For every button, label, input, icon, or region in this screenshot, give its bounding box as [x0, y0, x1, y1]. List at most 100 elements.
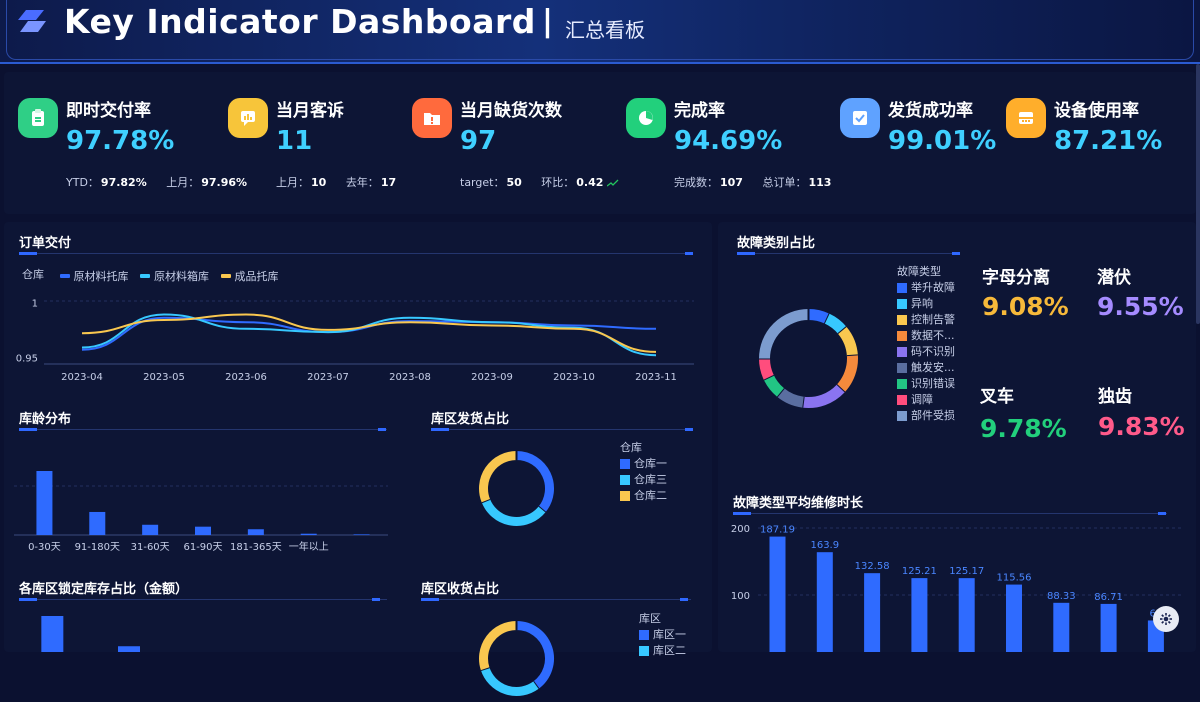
- kpi-sub: target： 50 环比： 0.42: [460, 174, 619, 190]
- donut-slice: [776, 387, 804, 408]
- legend-item[interactable]: 触发安...: [897, 360, 955, 376]
- legend-item[interactable]: 数据不...: [897, 328, 955, 344]
- bar: [769, 536, 786, 652]
- legend-item[interactable]: 识别错误: [897, 376, 955, 392]
- donut-slice: [479, 451, 517, 503]
- title-underline: [19, 598, 387, 601]
- legend-item[interactable]: 库区一: [639, 627, 686, 643]
- stat-value: 9.83%: [1098, 412, 1185, 441]
- kpi-name: 发货成功率: [888, 101, 973, 121]
- legend-item[interactable]: 调障: [897, 392, 955, 408]
- title-underline: [431, 428, 693, 431]
- y-tick-label: 200: [731, 524, 750, 535]
- bar: [1053, 602, 1070, 652]
- page-subtitle: 汇总看板: [565, 18, 645, 42]
- bar-value-label: 163.9: [810, 540, 839, 551]
- kpi-card-on-time-delivery[interactable]: 即时交付率 97.78% YTD： 97.82% 上月： 97.96%: [18, 72, 247, 214]
- stat-label: 叉车: [980, 387, 1014, 407]
- y-tick-label: 1: [32, 299, 38, 310]
- kpi-card-equipment-usage[interactable]: 设备使用率 87.21%: [1006, 72, 1186, 214]
- legend-item-series-3[interactable]: 成品托库: [220, 268, 279, 284]
- bar: [958, 578, 975, 652]
- x-tick-label: 2023-08: [389, 372, 431, 383]
- x-tick-label: 31-60天: [131, 542, 170, 553]
- kpi-card-completion-rate[interactable]: 完成率 94.69% 完成数： 107 总订单： 113: [626, 72, 836, 214]
- legend-item[interactable]: 异响: [897, 296, 955, 312]
- logo-icon: [18, 10, 46, 32]
- legend-item[interactable]: 举升故障: [897, 280, 955, 296]
- legend-item[interactable]: 控制告警: [897, 312, 955, 328]
- donut-slice: [836, 355, 858, 393]
- title-underline: [19, 252, 693, 255]
- bar: [41, 616, 64, 652]
- gear-icon: [1160, 613, 1172, 625]
- series-line-成品托库: [81, 313, 657, 353]
- donut-slice: [808, 309, 830, 324]
- bar-value-label: 88.33: [1047, 591, 1076, 602]
- settings-fab-button[interactable]: [1153, 606, 1179, 632]
- chat-icon: [228, 98, 268, 138]
- donut-slice: [759, 309, 809, 359]
- bar: [1100, 603, 1117, 652]
- kpi-sub: YTD： 97.82% 上月： 97.96%: [66, 176, 248, 189]
- bar-value-label: 132.58: [855, 561, 890, 572]
- bar: [300, 533, 317, 535]
- page-title: Key Indicator Dashboard: [64, 2, 536, 41]
- legend-title: 仓库: [620, 441, 642, 454]
- title-separator: |: [542, 4, 553, 39]
- legend-title: 库区: [639, 612, 661, 625]
- trend-up-icon: [606, 179, 619, 187]
- bar: [89, 511, 106, 535]
- donut-slice: [480, 667, 539, 696]
- bar-value-label: 187.19: [760, 525, 795, 536]
- donut-slice: [516, 621, 554, 689]
- check-box-icon: [840, 98, 880, 138]
- legend-item[interactable]: 仓库二: [620, 488, 667, 504]
- kpi-sub: 完成数： 107 总订单： 113: [674, 176, 832, 189]
- bar-value-label: 125.17: [949, 566, 984, 577]
- header-frame: [6, 0, 1194, 60]
- kpi-card-stockouts[interactable]: 当月缺货次数 97 target： 50 环比： 0.42: [412, 72, 622, 214]
- donut-slice: [479, 621, 517, 671]
- legend-item-series-2[interactable]: 原材料箱库: [140, 268, 209, 284]
- kpi-value: 87.21%: [1054, 126, 1163, 156]
- x-tick-label: 91-180天: [75, 542, 120, 553]
- legend-item[interactable]: 仓库三: [620, 472, 667, 488]
- x-tick-label: 2023-07: [307, 372, 349, 383]
- repair-time-bar-chart: 200 100 187.19 163.9 132.58 125.21 125.17 115.5…: [731, 524, 1184, 652]
- kpi-name: 当月缺货次数: [460, 101, 562, 121]
- series-line-原材料托库: [81, 316, 657, 351]
- donut-slice: [759, 358, 774, 380]
- legend-item[interactable]: 码不识别: [897, 344, 955, 360]
- bar: [1006, 584, 1022, 652]
- legend-item[interactable]: 仓库一: [620, 456, 667, 472]
- kpi-value: 11: [276, 126, 313, 156]
- order-delivery-title: 订单交付: [19, 236, 72, 251]
- title-underline: [19, 428, 387, 431]
- kpi-card-shipping-success[interactable]: 发货成功率 99.01%: [840, 72, 1010, 214]
- stat-label: 潜伏: [1097, 268, 1131, 288]
- bar: [36, 471, 53, 535]
- legend-item[interactable]: 部件受损: [897, 408, 955, 424]
- stat-label: 字母分离: [982, 268, 1050, 288]
- kpi-card-complaints[interactable]: 当月客诉 11 上月： 10 去年： 17: [228, 72, 408, 214]
- x-tick-label: 2023-06: [225, 372, 267, 383]
- legend-item[interactable]: 库区二: [639, 643, 686, 659]
- kpi-value: 94.69%: [674, 126, 783, 156]
- fault-types-legend: 故障类型 举升故障 异响 控制告警 数据不... 码不识别 触发安... 识别错…: [897, 264, 955, 424]
- bar-value-label: 86.71: [1094, 592, 1123, 603]
- bar: [353, 534, 370, 535]
- title-underline-end: [685, 428, 693, 431]
- donut-slice: [481, 498, 546, 526]
- x-tick-label: 2023-05: [143, 372, 185, 383]
- fault-types-donut: [759, 309, 858, 408]
- order-delivery-legend: 仓库 原材料托库 原材料箱库 成品托库: [22, 266, 287, 284]
- series-line-原材料箱库: [81, 313, 657, 357]
- donut-slice: [802, 384, 845, 408]
- donut-slice: [763, 374, 785, 397]
- legend-item-series-1[interactable]: 原材料托库: [59, 268, 129, 284]
- receiving-share-title: 库区收货占比: [421, 582, 500, 597]
- device-icon: [1006, 98, 1046, 138]
- scrollbar[interactable]: [1196, 64, 1200, 324]
- bar: [247, 529, 264, 535]
